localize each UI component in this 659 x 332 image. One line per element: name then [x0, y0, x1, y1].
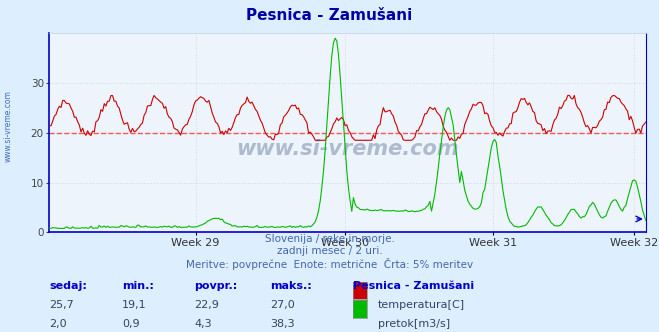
Text: 19,1: 19,1: [122, 300, 146, 310]
Text: zadnji mesec / 2 uri.: zadnji mesec / 2 uri.: [277, 246, 382, 256]
Text: Meritve: povprečne  Enote: metrične  Črta: 5% meritev: Meritve: povprečne Enote: metrične Črta:…: [186, 258, 473, 270]
Text: 22,9: 22,9: [194, 300, 219, 310]
Text: Slovenija / reke in morje.: Slovenija / reke in morje.: [264, 234, 395, 244]
Text: 25,7: 25,7: [49, 300, 74, 310]
Text: 2,0: 2,0: [49, 319, 67, 329]
Text: Pesnica - Zamušani: Pesnica - Zamušani: [246, 8, 413, 23]
Text: 0,9: 0,9: [122, 319, 140, 329]
Text: Pesnica - Zamušani: Pesnica - Zamušani: [353, 281, 474, 290]
Text: www.si-vreme.com: www.si-vreme.com: [237, 139, 459, 159]
Text: 4,3: 4,3: [194, 319, 212, 329]
Text: min.:: min.:: [122, 281, 154, 290]
Text: povpr.:: povpr.:: [194, 281, 238, 290]
Text: temperatura[C]: temperatura[C]: [378, 300, 465, 310]
Text: www.si-vreme.com: www.si-vreme.com: [3, 90, 13, 162]
Text: pretok[m3/s]: pretok[m3/s]: [378, 319, 449, 329]
Text: 38,3: 38,3: [270, 319, 295, 329]
Text: 27,0: 27,0: [270, 300, 295, 310]
Text: maks.:: maks.:: [270, 281, 312, 290]
Text: sedaj:: sedaj:: [49, 281, 87, 290]
